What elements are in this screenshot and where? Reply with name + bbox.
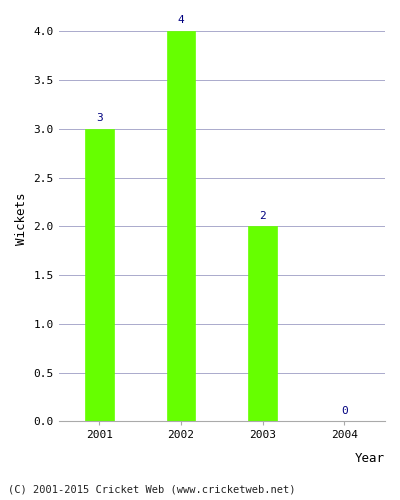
- Y-axis label: Wickets: Wickets: [15, 193, 28, 246]
- Text: (C) 2001-2015 Cricket Web (www.cricketweb.net): (C) 2001-2015 Cricket Web (www.cricketwe…: [8, 485, 296, 495]
- Text: 0: 0: [341, 406, 348, 415]
- Bar: [85, 129, 114, 422]
- Bar: [248, 226, 277, 422]
- Text: 4: 4: [178, 16, 184, 26]
- Text: 3: 3: [96, 113, 103, 123]
- Bar: [167, 32, 195, 422]
- Text: 2: 2: [259, 210, 266, 220]
- Text: Year: Year: [355, 452, 385, 465]
